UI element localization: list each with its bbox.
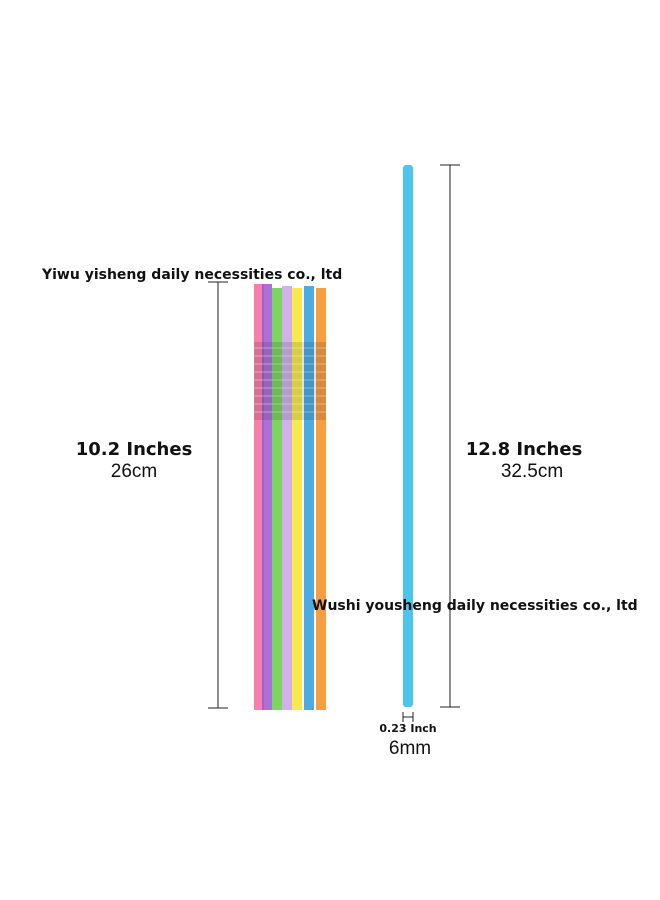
right-dimension-line xyxy=(440,164,460,708)
diameter-line xyxy=(402,712,414,722)
watermark: Yiwu yisheng daily necessities co., ltd xyxy=(41,267,342,283)
length-inches: 10.2 Inches xyxy=(76,439,193,460)
single-straw xyxy=(403,165,413,707)
straw-bundle xyxy=(254,284,326,710)
length-inches: 12.8 Inches xyxy=(466,439,583,460)
diameter-mm: 6mm xyxy=(389,738,431,759)
watermark: Wushi yousheng daily necessities co., lt… xyxy=(312,598,638,614)
length-cm: 32.5cm xyxy=(501,461,563,482)
left-dimension-line xyxy=(208,281,228,709)
length-cm: 26cm xyxy=(111,461,157,482)
diameter-inches: 0.23 Inch xyxy=(379,722,436,735)
